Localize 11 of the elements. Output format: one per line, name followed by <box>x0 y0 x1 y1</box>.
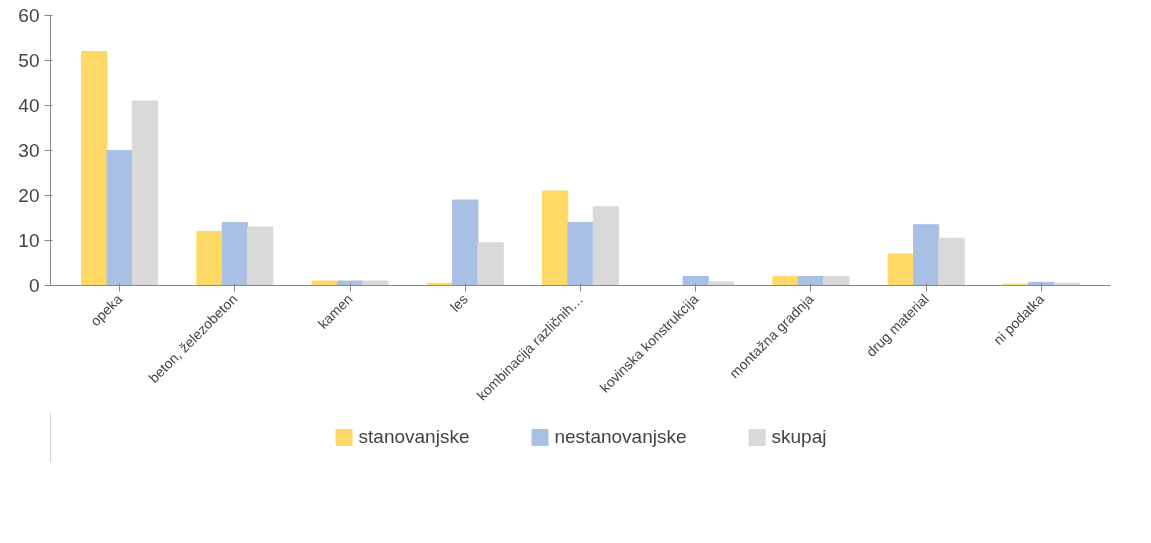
y-tick-label: 20 <box>18 185 40 206</box>
legend-label: stanovanjske <box>358 426 470 448</box>
y-tick-label: 50 <box>18 50 40 71</box>
x-tick-label: les <box>446 290 471 315</box>
y-tick-label: 30 <box>18 140 40 161</box>
y-tick-label: 40 <box>18 95 40 116</box>
legend-label: nestanovanjske <box>554 426 687 448</box>
legend-label: skupaj <box>771 426 827 448</box>
y-tick-label: 10 <box>18 230 40 251</box>
y-tick-label: 0 <box>28 275 40 296</box>
y-tick-label: 60 <box>18 5 40 26</box>
